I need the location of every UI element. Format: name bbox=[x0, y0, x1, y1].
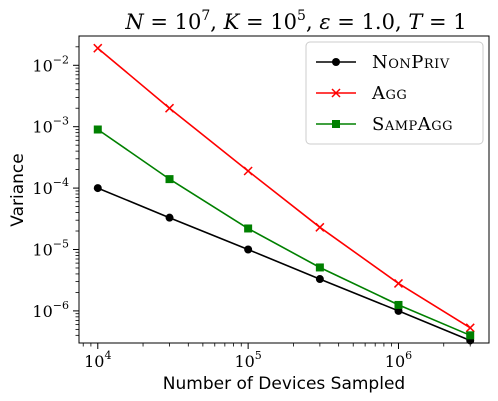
data-point-sampagg bbox=[315, 263, 324, 272]
y-tick-label: 10−5 bbox=[32, 237, 69, 259]
data-point-agg bbox=[393, 278, 404, 288]
data-point-nonpriv bbox=[244, 245, 253, 254]
data-point-nonpriv bbox=[165, 213, 174, 222]
legend: NonPriv Agg SampAgg bbox=[305, 41, 484, 145]
legend-item-nonpriv: NonPriv bbox=[316, 52, 450, 73]
x-tick-label: 105 bbox=[234, 349, 261, 371]
plot-area bbox=[93, 43, 475, 345]
legend-marker-agg bbox=[331, 88, 341, 98]
series-line-nonpriv bbox=[97, 187, 471, 342]
legend-item-agg: Agg bbox=[316, 83, 407, 104]
chart-title: N = 107, K = 105, ε = 1.0, T = 1 bbox=[124, 8, 466, 34]
y-axis-label: Variance bbox=[8, 153, 28, 226]
legend-marker-sampagg bbox=[332, 120, 340, 128]
legend-item-sampagg: SampAgg bbox=[316, 114, 453, 135]
y-tick-label: 10−4 bbox=[32, 176, 69, 198]
x-tick-label: 104 bbox=[84, 349, 111, 371]
data-point-sampagg bbox=[93, 125, 102, 134]
series-line-sampagg bbox=[97, 128, 471, 337]
y-tick-label: 10−6 bbox=[32, 299, 69, 321]
data-point-sampagg bbox=[244, 224, 253, 233]
data-point-nonpriv bbox=[93, 184, 102, 193]
data-point-agg bbox=[164, 103, 175, 113]
y-tick-label: 10−3 bbox=[32, 115, 69, 137]
legend-label-agg: Agg bbox=[371, 83, 407, 104]
legend-label-sampagg: SampAgg bbox=[372, 114, 453, 135]
data-point-agg bbox=[465, 323, 475, 333]
plot-frame bbox=[78, 35, 490, 344]
data-point-agg bbox=[315, 222, 325, 232]
x-tick-label: 106 bbox=[385, 349, 412, 371]
data-point-sampagg bbox=[466, 331, 475, 340]
legend-box bbox=[305, 41, 484, 145]
data-point-sampagg bbox=[165, 175, 174, 184]
legend-label-nonpriv: NonPriv bbox=[372, 52, 450, 73]
x-axis-label: Number of Devices Sampled bbox=[163, 374, 405, 394]
data-point-agg bbox=[93, 43, 103, 53]
y-tick-label: 10−2 bbox=[32, 53, 69, 75]
data-point-agg bbox=[243, 166, 253, 176]
data-point-sampagg bbox=[394, 300, 403, 309]
data-point-nonpriv bbox=[315, 275, 324, 284]
series-line-agg bbox=[97, 47, 471, 329]
legend-marker-nonpriv bbox=[332, 58, 340, 66]
